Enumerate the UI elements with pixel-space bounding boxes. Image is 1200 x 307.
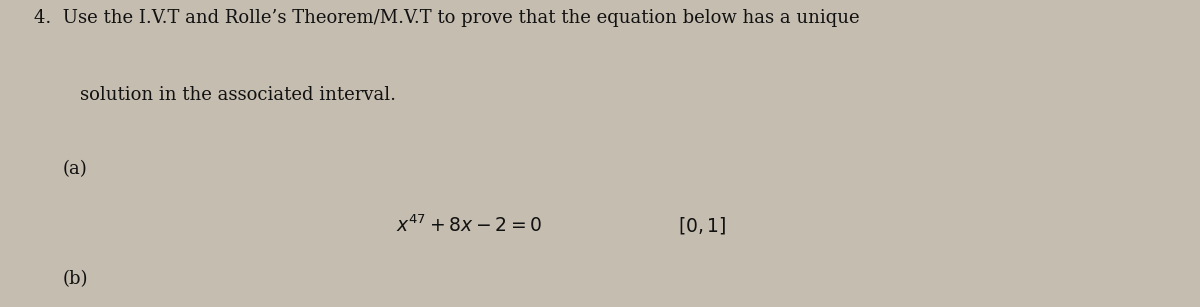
Text: (a): (a) [62, 160, 88, 178]
Text: solution in the associated interval.: solution in the associated interval. [80, 86, 396, 104]
Text: (b): (b) [62, 270, 88, 288]
Text: 4.  Use the I.V.T and Rolle’s Theorem/M.V.T to prove that the equation below has: 4. Use the I.V.T and Rolle’s Theorem/M.V… [34, 9, 859, 27]
Text: $[0, 1]$: $[0, 1]$ [678, 215, 726, 236]
Text: $x^{47} + 8x - 2 = 0$: $x^{47} + 8x - 2 = 0$ [396, 215, 542, 236]
